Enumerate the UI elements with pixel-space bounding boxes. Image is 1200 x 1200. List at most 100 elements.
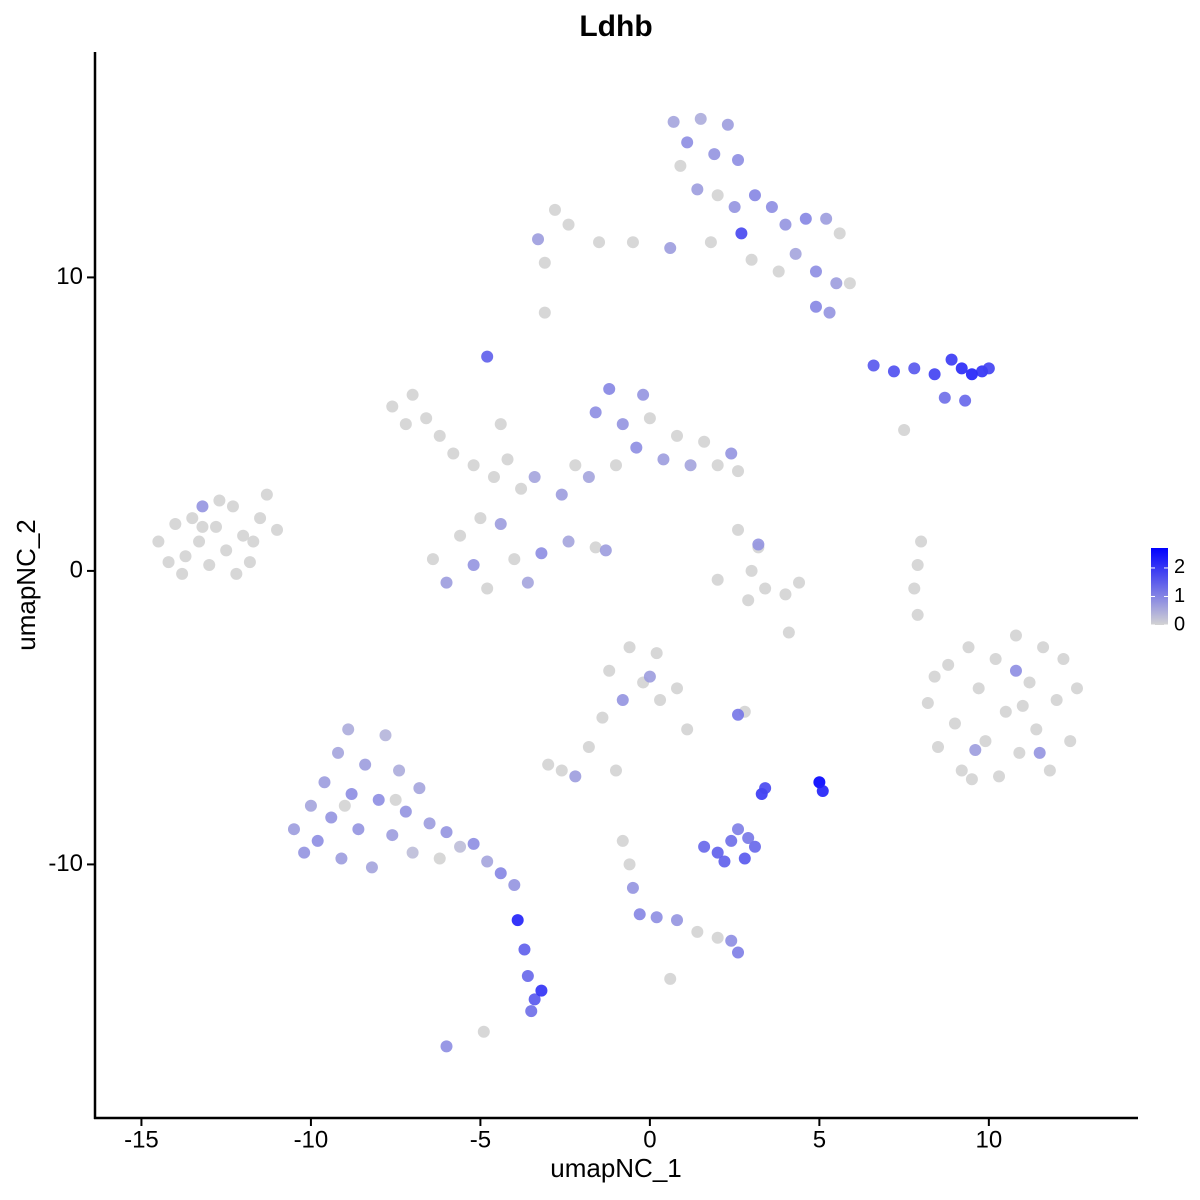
point: [603, 664, 616, 677]
point: [711, 189, 724, 202]
point: [386, 400, 399, 413]
point: [193, 535, 206, 548]
point: [694, 112, 707, 125]
point: [538, 256, 551, 269]
point: [765, 200, 778, 213]
point: [742, 594, 755, 607]
point: [759, 582, 772, 595]
point: [732, 708, 745, 721]
point: [599, 544, 612, 557]
point: [911, 559, 924, 572]
point: [220, 544, 233, 557]
point: [247, 535, 260, 548]
point: [532, 233, 545, 246]
point: [501, 453, 514, 466]
point: [318, 776, 331, 789]
point: [972, 682, 985, 695]
point: [1030, 723, 1043, 736]
point: [440, 826, 453, 839]
point: [1043, 764, 1056, 777]
point: [745, 564, 758, 577]
point: [698, 840, 711, 853]
point: [928, 368, 941, 381]
point: [162, 556, 175, 569]
point: [528, 993, 541, 1006]
point: [345, 787, 358, 800]
point: [454, 840, 467, 853]
point: [196, 500, 209, 513]
point: [633, 908, 646, 921]
point: [359, 758, 372, 771]
point: [542, 758, 555, 771]
point: [887, 365, 900, 378]
point: [271, 523, 284, 536]
point: [745, 253, 758, 266]
point: [969, 743, 982, 756]
colorbar-label: 0: [1174, 613, 1185, 635]
point: [623, 858, 636, 871]
point: [752, 538, 765, 551]
point: [938, 391, 951, 404]
point: [979, 735, 992, 748]
point: [426, 553, 439, 566]
chart-title: Ldhb: [579, 10, 652, 43]
point: [467, 559, 480, 572]
point: [474, 512, 487, 525]
point: [393, 764, 406, 777]
point: [816, 785, 829, 798]
point: [691, 925, 704, 938]
point: [921, 696, 934, 709]
point: [213, 494, 226, 507]
point: [908, 362, 921, 375]
point: [528, 470, 541, 483]
point: [254, 512, 267, 525]
point: [671, 914, 684, 927]
point: [725, 834, 738, 847]
point: [210, 520, 223, 533]
point: [226, 500, 239, 513]
point: [1009, 629, 1022, 642]
point: [335, 852, 348, 865]
point: [260, 488, 273, 501]
point: [982, 362, 995, 375]
point: [782, 626, 795, 639]
point: [671, 682, 684, 695]
point: [423, 817, 436, 830]
point: [698, 435, 711, 448]
point: [962, 641, 975, 654]
point: [616, 834, 629, 847]
point: [681, 723, 694, 736]
point: [711, 459, 724, 472]
point: [867, 359, 880, 372]
point: [759, 782, 772, 795]
point: [959, 394, 972, 407]
point: [481, 582, 494, 595]
point: [643, 670, 656, 683]
point: [989, 652, 1002, 665]
point: [508, 553, 521, 566]
point: [732, 823, 745, 836]
point: [511, 914, 524, 927]
point: [637, 388, 650, 401]
point: [1057, 652, 1070, 665]
point: [732, 465, 745, 478]
point: [237, 529, 250, 542]
point: [525, 1005, 538, 1018]
point: [1016, 699, 1029, 712]
point: [555, 764, 568, 777]
point: [911, 608, 924, 621]
point: [593, 236, 606, 249]
point: [518, 943, 531, 956]
point: [718, 855, 731, 868]
point: [711, 931, 724, 944]
point: [942, 658, 955, 671]
colorbar-label: 2: [1174, 556, 1185, 578]
point: [176, 567, 189, 580]
x-tick-label: -5: [470, 1126, 491, 1153]
point: [420, 412, 433, 425]
point: [932, 741, 945, 754]
point: [569, 770, 582, 783]
point: [440, 576, 453, 589]
point: [596, 711, 609, 724]
